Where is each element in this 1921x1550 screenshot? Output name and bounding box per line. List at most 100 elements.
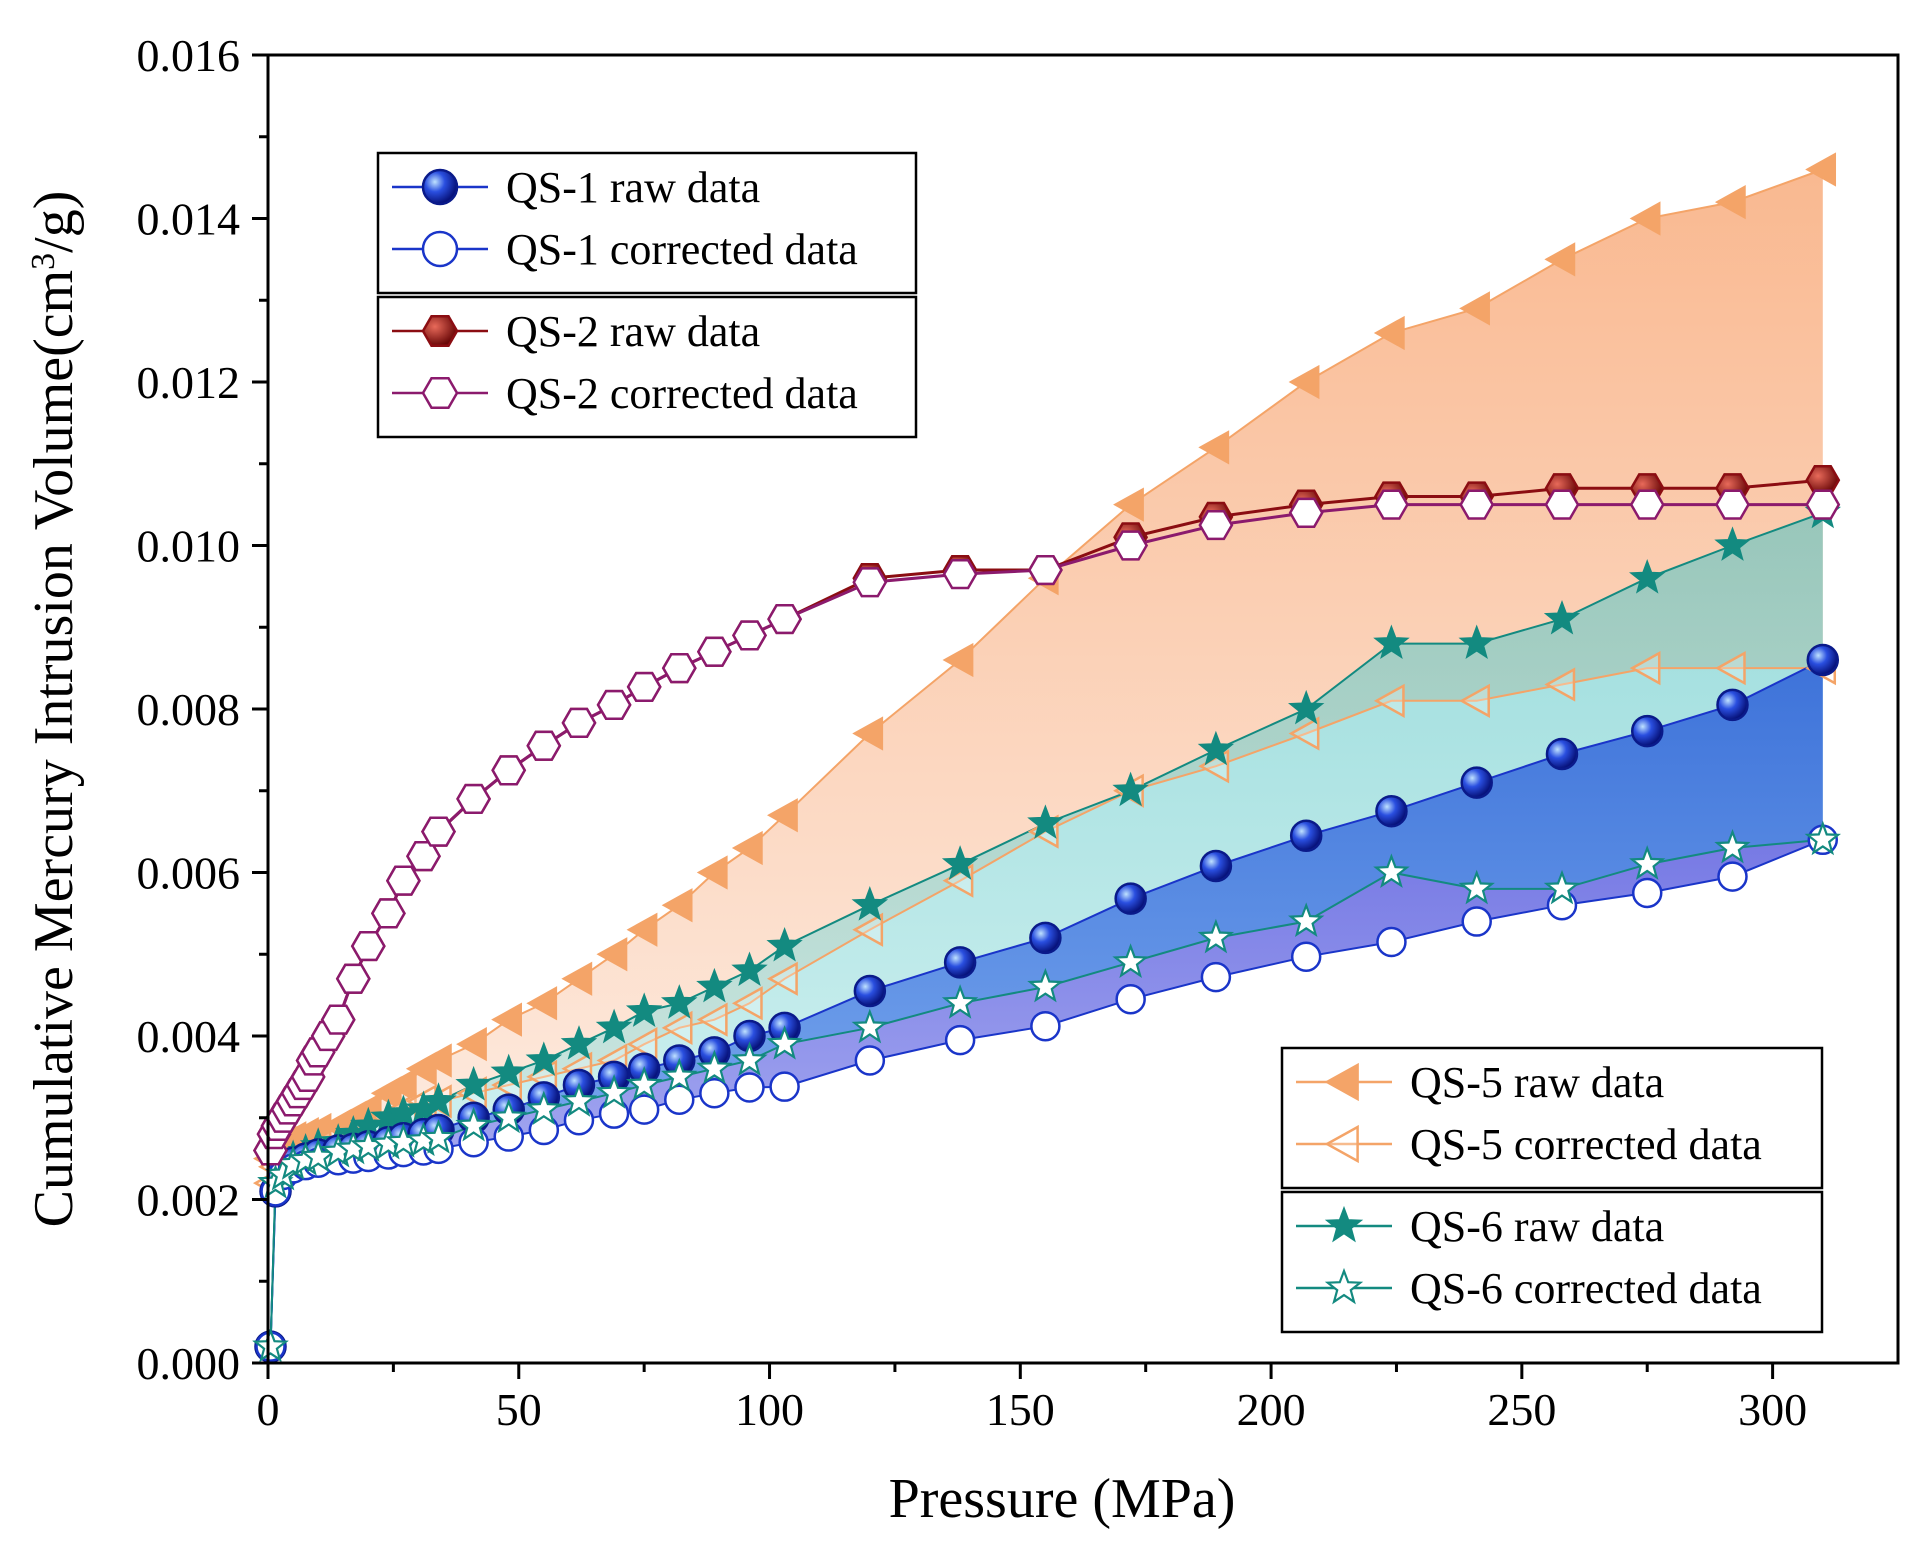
x-axis-title: Pressure (MPa)	[889, 1468, 1236, 1530]
data-point-qs-2-corrected-data-29	[852, 567, 888, 598]
data-point-qs-6-corrected-data-12	[420, 1119, 457, 1154]
data-point-qs-5-raw-data-13	[456, 1027, 487, 1062]
data-point-qs-6-raw-data-19	[660, 984, 698, 1019]
data-point-qs-6-raw-data-15	[525, 1041, 563, 1077]
legend-marker-qs-2-corrected-data	[421, 377, 459, 409]
legend-item-qs-1-corrected-data: QS-1 corrected data	[392, 225, 858, 274]
legend-label-qs-2-corrected-data: QS-2 corrected data	[506, 369, 858, 418]
data-point-qs-5-raw-data-24	[942, 642, 974, 678]
y-tick-label-1: 0.002	[137, 1175, 241, 1226]
data-point-qs-5-raw-data-18	[626, 912, 658, 947]
data-point-qs-6-raw-data-26	[1112, 771, 1149, 807]
data-point-qs-2-corrected-data-20	[491, 755, 527, 786]
data-point-qs-6-corrected-data-17	[595, 1074, 633, 1109]
data-point-qs-1-corrected-data-20	[699, 1077, 730, 1109]
data-point-qs-6-corrected-data-32	[1629, 845, 1666, 880]
y-axis-title-exponent: 3	[25, 253, 62, 270]
data-point-qs-6-corrected-data-22	[766, 1025, 803, 1060]
data-point-qs-2-corrected-data-18	[421, 816, 456, 847]
data-point-qs-6-corrected-data-23	[851, 1008, 889, 1044]
data-point-qs-2-corrected-data-30	[942, 559, 978, 590]
data-point-qs-1-raw-data-25	[1029, 921, 1062, 955]
y-axis-title-unit: /g)	[23, 191, 85, 253]
legend-label-qs-5-raw-data: QS-5 raw data	[1410, 1058, 1664, 1107]
data-point-qs-1-corrected-data-30	[1461, 906, 1492, 937]
series-markers-qs-6-corrected-data	[252, 820, 1841, 1363]
data-point-qs-6-corrected-data-21	[731, 1041, 768, 1077]
data-point-qs-1-corrected-data-18	[628, 1094, 660, 1125]
data-point-qs-6-corrected-data-18	[625, 1065, 663, 1101]
data-point-qs-2-corrected-data-31	[1027, 554, 1063, 586]
data-point-qs-6-corrected-data-19	[661, 1057, 698, 1093]
data-point-qs-1-corrected-data-23	[854, 1045, 886, 1076]
legend-marker-qs-5-raw-data	[1324, 1062, 1359, 1102]
data-point-qs-5-raw-data-19	[661, 888, 693, 923]
data-point-qs-6-corrected-data-25	[1027, 967, 1064, 1003]
data-point-qs-6-raw-data-25	[1027, 804, 1064, 839]
data-point-qs-2-corrected-data-15	[370, 898, 406, 929]
legend-label-qs-2-raw-data: QS-2 raw data	[506, 307, 760, 356]
data-point-qs-6-corrected-data-30	[1458, 869, 1495, 905]
data-point-qs-2-corrected-data-32	[1113, 530, 1149, 561]
y-tick-label-2: 0.004	[137, 1011, 241, 1062]
legend-label-qs-1-raw-data: QS-1 raw data	[506, 163, 760, 212]
data-point-qs-6-corrected-data-29	[1373, 853, 1410, 888]
data-point-qs-6-raw-data-27	[1197, 730, 1235, 766]
data-point-qs-2-corrected-data-25	[661, 653, 697, 684]
y-tick-label-8: 0.016	[137, 30, 241, 81]
legend-item-qs-2-raw-data: QS-2 raw data	[392, 307, 760, 356]
legend-label-qs-6-raw-data: QS-6 raw data	[1410, 1202, 1664, 1251]
data-point-qs-5-raw-data-16	[561, 961, 593, 996]
data-point-qs-6-corrected-data-31	[1543, 869, 1581, 905]
x-tick-label-5: 250	[1487, 1384, 1556, 1435]
data-point-qs-1-corrected-data-22	[769, 1071, 800, 1102]
data-point-qs-1-raw-data-30	[1460, 766, 1493, 799]
data-point-qs-2-corrected-data-22	[561, 707, 597, 739]
data-point-qs-1-raw-data-34	[1806, 643, 1840, 677]
data-point-qs-2-corrected-data-19	[456, 783, 492, 815]
data-point-qs-2-corrected-data-34	[1288, 497, 1324, 528]
data-point-qs-2-corrected-data-40	[1805, 489, 1841, 520]
legend-item-qs-6-corrected-data: QS-6 corrected data	[1296, 1264, 1762, 1313]
data-point-qs-2-corrected-data-13	[335, 963, 371, 994]
data-point-qs-2-corrected-data-14	[350, 930, 386, 962]
data-point-qs-5-raw-data-32	[1629, 201, 1661, 236]
data-point-qs-6-raw-data-32	[1629, 559, 1666, 594]
legend-marker-qs-1-raw-data	[421, 168, 459, 206]
data-point-qs-1-raw-data-29	[1375, 794, 1408, 828]
series-markers	[252, 152, 1841, 1363]
data-point-qs-1-raw-data-27	[1199, 849, 1233, 883]
y-tick-label-4: 0.008	[137, 684, 241, 735]
data-point-qs-5-raw-data-26	[1113, 487, 1144, 522]
data-point-qs-5-raw-data-20	[696, 855, 728, 890]
data-point-qs-6-corrected-data-26	[1112, 943, 1149, 978]
legend-label-qs-1-corrected-data: QS-1 corrected data	[506, 225, 858, 274]
data-point-qs-6-corrected-data-34	[1804, 820, 1841, 856]
data-point-qs-5-corrected-data-29	[1373, 683, 1405, 718]
legend-label-qs-6-corrected-data: QS-6 corrected data	[1410, 1264, 1762, 1313]
data-point-qs-2-corrected-data-35	[1373, 489, 1409, 520]
x-tick-label-0: 0	[257, 1384, 280, 1435]
legend-marker-qs-1-corrected-data	[421, 230, 459, 268]
data-point-qs-6-raw-data-33	[1714, 526, 1751, 561]
x-tick-label-3: 150	[986, 1384, 1055, 1435]
legend-item-qs-5-corrected-data: QS-5 corrected data	[1296, 1120, 1762, 1169]
data-point-qs-6-raw-data-22	[766, 926, 803, 962]
legend-marker-qs-6-corrected-data	[1324, 1267, 1364, 1305]
data-point-qs-2-corrected-data-39	[1715, 489, 1750, 520]
data-point-qs-1-corrected-data-25	[1030, 1010, 1061, 1042]
data-point-qs-6-corrected-data-24	[941, 984, 979, 1019]
data-point-qs-5-raw-data-29	[1373, 315, 1405, 351]
data-point-qs-5-raw-data-15	[526, 986, 558, 1021]
data-point-qs-1-raw-data-31	[1545, 737, 1579, 771]
legend-item-qs-5-raw-data: QS-5 raw data	[1296, 1058, 1664, 1107]
data-point-qs-6-corrected-data-15	[525, 1090, 563, 1126]
data-point-qs-5-corrected-data-19	[661, 1010, 693, 1045]
data-point-qs-5-raw-data-14	[491, 1002, 522, 1037]
data-point-qs-1-corrected-data-27	[1200, 961, 1232, 993]
data-point-qs-2-corrected-data-21	[526, 730, 562, 761]
data-point-qs-6-raw-data-17	[595, 1008, 633, 1044]
data-point-qs-6-corrected-data-33	[1714, 828, 1751, 864]
data-point-qs-6-raw-data-23	[851, 886, 889, 921]
